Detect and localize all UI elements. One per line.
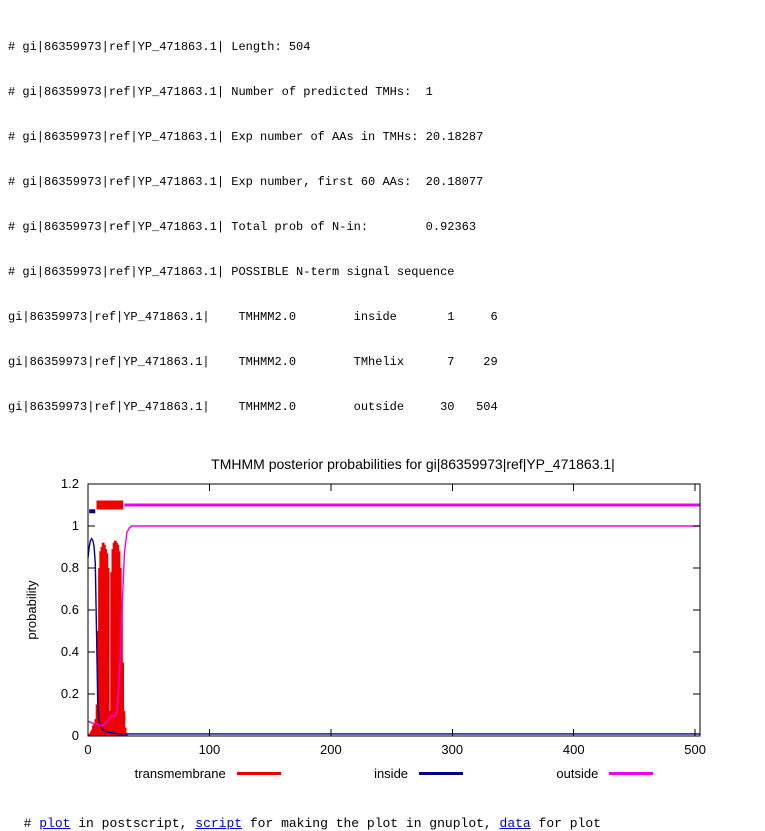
x-tick-label: 100 xyxy=(199,742,221,757)
x-tick-label: 200 xyxy=(320,742,342,757)
summary-line: # gi|86359973|ref|YP_471863.1| Length: 5… xyxy=(8,40,311,54)
plot-link[interactable]: plot xyxy=(39,816,71,831)
footer-text: for making the plot in gnuplot, xyxy=(242,816,500,831)
y-tick-label: 1 xyxy=(72,518,79,533)
y-tick-label: 0.8 xyxy=(61,560,79,575)
x-tick-label: 400 xyxy=(563,742,585,757)
summary-line: # gi|86359973|ref|YP_471863.1| Exp numbe… xyxy=(8,175,484,189)
plot-title: TMHMM posterior probabilities for gi|863… xyxy=(211,456,615,472)
summary-line: # gi|86359973|ref|YP_471863.1| Number of… xyxy=(8,85,433,99)
y-tick-label: 0 xyxy=(72,728,79,743)
legend-item-transmembrane: transmembrane xyxy=(135,766,281,781)
script-link[interactable]: script xyxy=(195,816,243,831)
footer-text: # xyxy=(23,816,40,831)
legend-line-inside xyxy=(419,772,464,775)
legend-label-transmembrane: transmembrane xyxy=(134,766,226,781)
y-tick-label: 1.2 xyxy=(61,476,79,491)
footer-text: in postscript, xyxy=(70,816,196,831)
summary-line: # gi|86359973|ref|YP_471863.1| Exp numbe… xyxy=(8,130,484,144)
x-tick-label: 500 xyxy=(684,742,706,757)
legend-label-outside: outside xyxy=(556,766,599,781)
prediction-row: gi|86359973|ref|YP_471863.1| TMHMM2.0 TM… xyxy=(8,355,498,369)
y-tick-label: 0.4 xyxy=(61,644,79,659)
footer-text: for plot xyxy=(530,816,601,831)
footer-links-line: # plot in postscript, script for making … xyxy=(8,801,765,831)
legend-line-outside xyxy=(609,772,654,775)
prediction-row: gi|86359973|ref|YP_471863.1| TMHMM2.0 ou… xyxy=(8,400,498,414)
summary-line: # gi|86359973|ref|YP_471863.1| POSSIBLE … xyxy=(8,265,455,279)
plot-legend: transmembrane inside outside xyxy=(88,766,700,781)
data-link[interactable]: data xyxy=(499,816,531,831)
summary-line: # gi|86359973|ref|YP_471863.1| Total pro… xyxy=(8,220,477,234)
y-tick-label: 0.6 xyxy=(61,602,79,617)
legend-item-outside: outside xyxy=(556,766,654,781)
y-tick-label: 0.2 xyxy=(61,686,79,701)
legend-line-transmembrane xyxy=(236,772,281,775)
x-tick-label: 0 xyxy=(84,742,91,757)
probability-plot: probability 0 100 200 300 400 500 0 0.2 0.4 0.6 0.… xyxy=(24,476,706,757)
x-tick-label: 300 xyxy=(441,742,463,757)
tmhmm-summary-block: # gi|86359973|ref|YP_471863.1| Length: 5… xyxy=(8,40,498,414)
legend-label-inside: inside xyxy=(374,766,409,781)
y-axis-label: probability xyxy=(24,580,39,640)
legend-item-inside: inside xyxy=(374,766,464,781)
prediction-row: gi|86359973|ref|YP_471863.1| TMHMM2.0 in… xyxy=(8,310,498,324)
